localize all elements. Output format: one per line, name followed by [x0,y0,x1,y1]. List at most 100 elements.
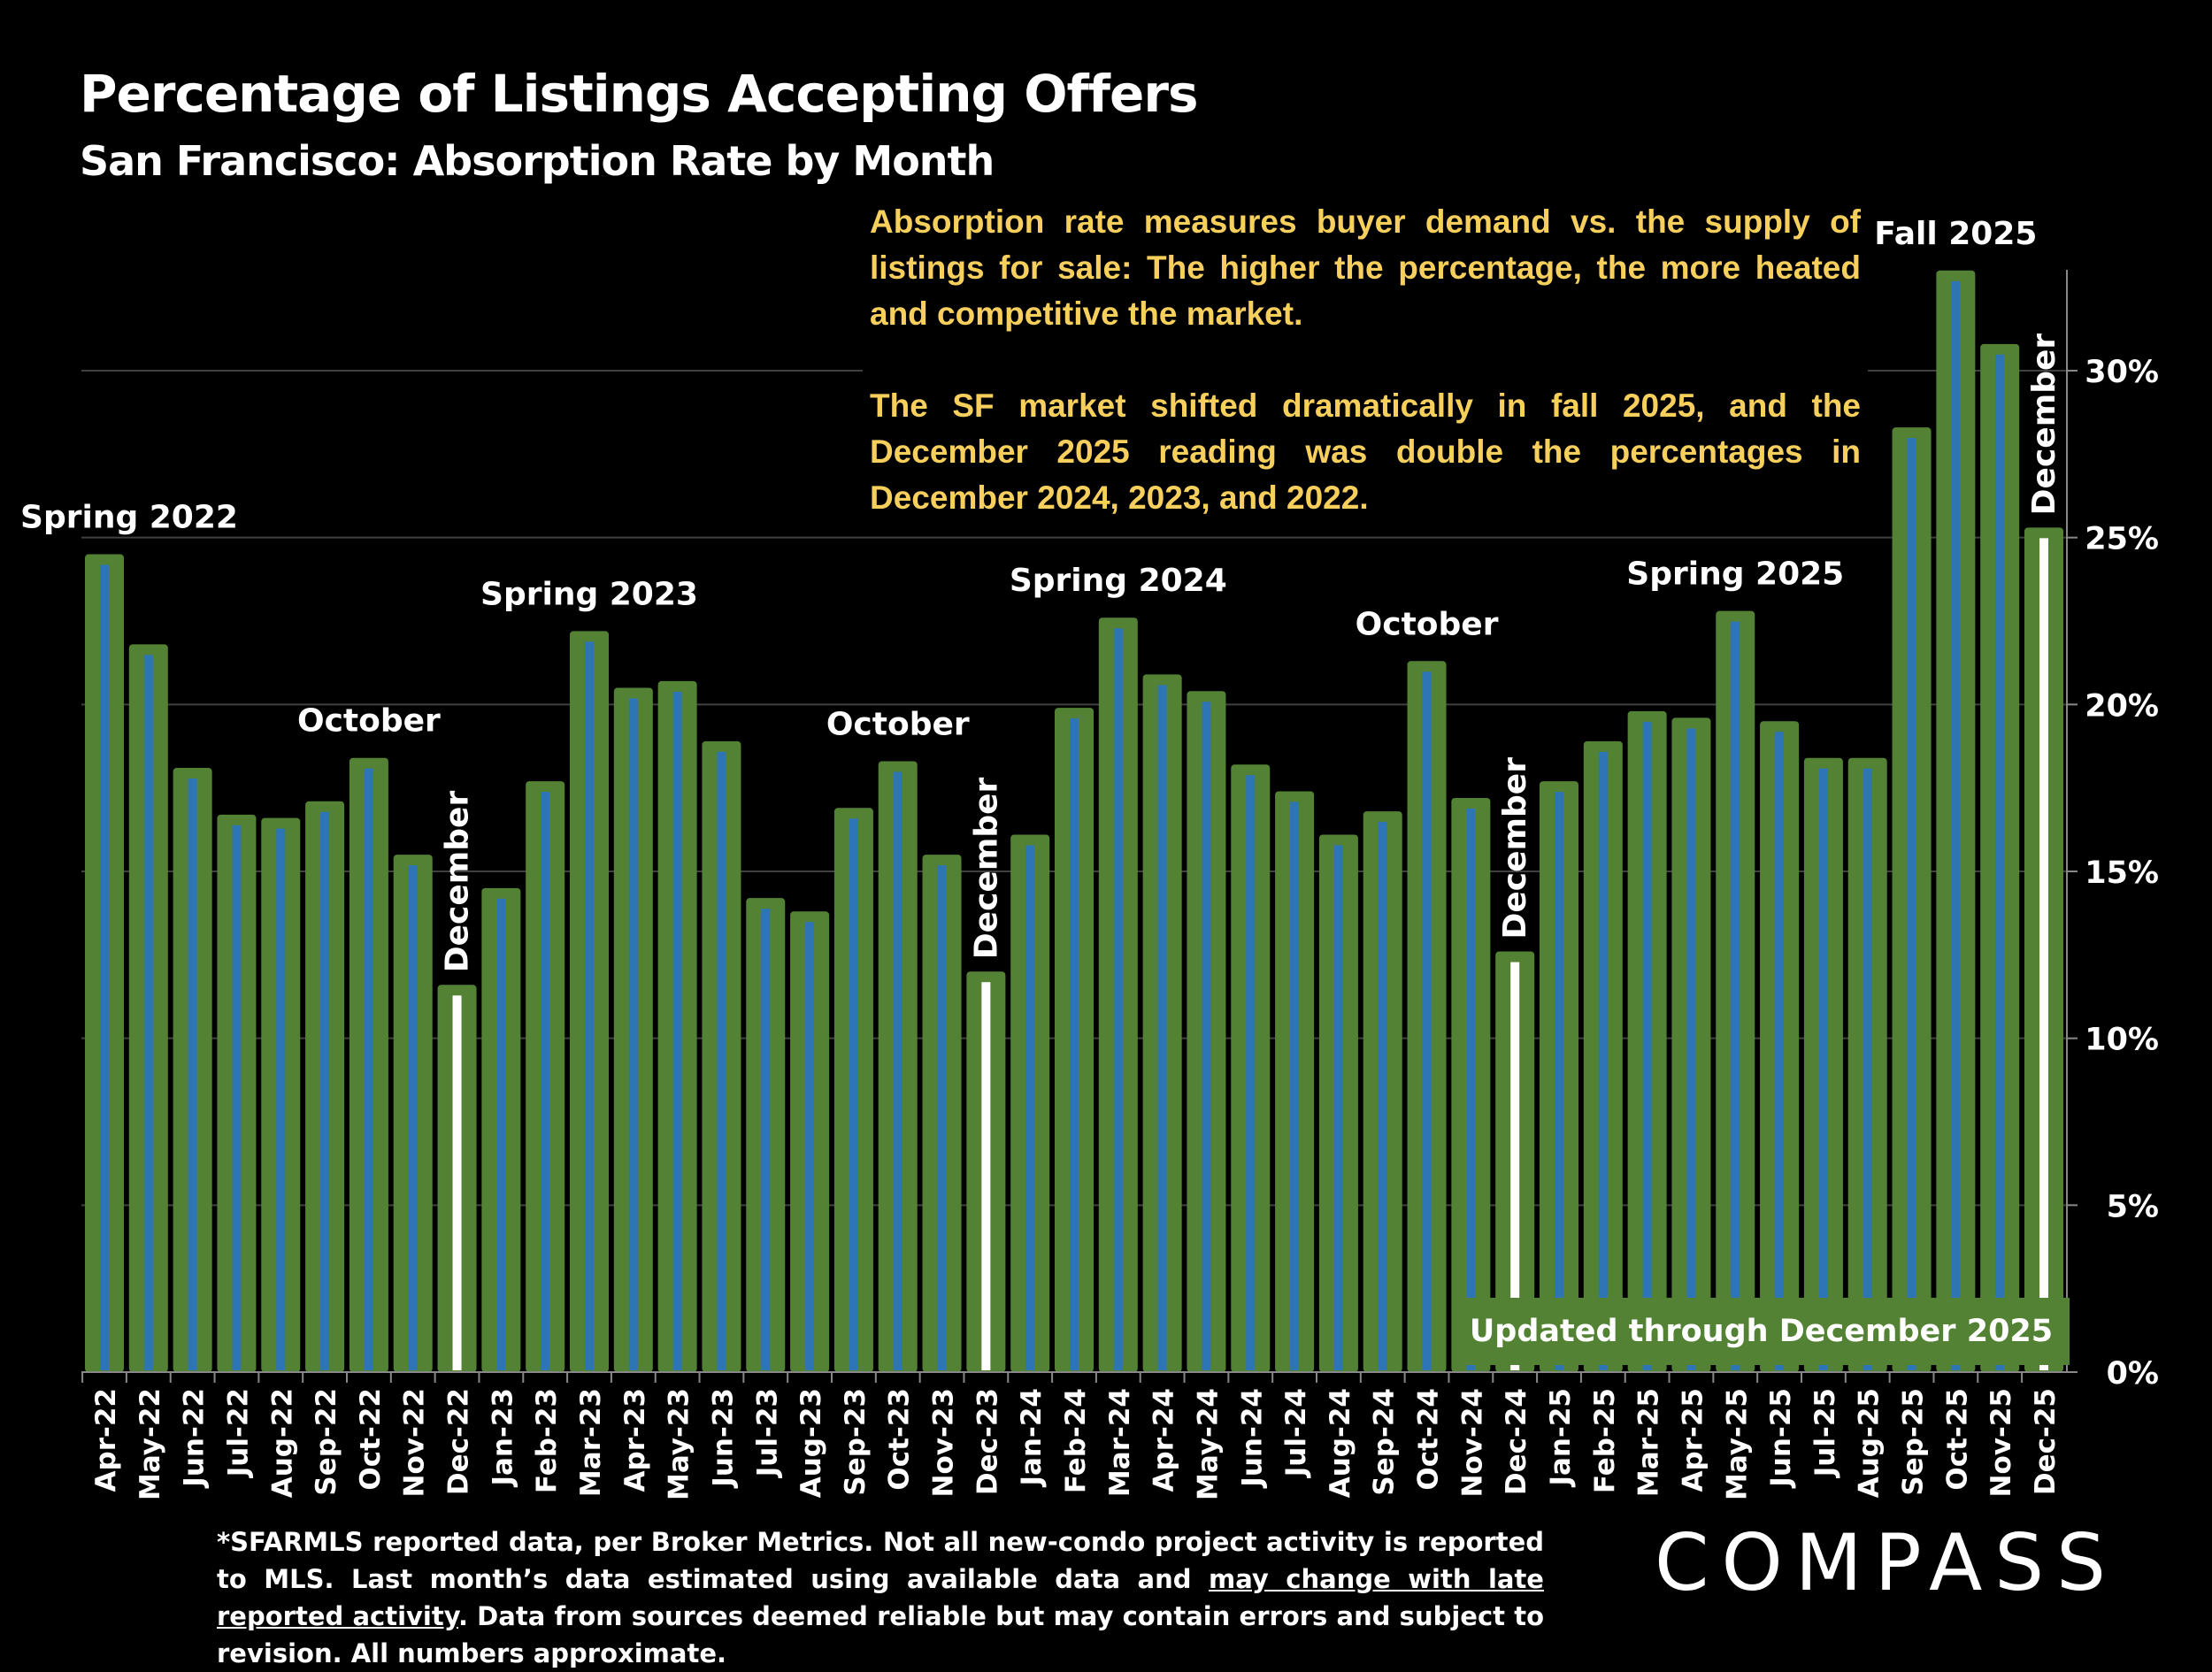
x-tick-label: Apr-24 [1148,1388,1180,1492]
bar-inner-Sep-23 [849,818,858,1370]
y-tick-label: 10% [2085,1023,2159,1058]
x-tick-label: Nov-22 [399,1388,431,1497]
x-tick-label: Sep-24 [1369,1388,1401,1496]
footnote: *SFARMLS reported data, per Broker Metri… [217,1523,1544,1672]
annotation-label: October [297,703,441,740]
x-tick-label: May-23 [664,1388,695,1500]
x-tick-label: May-24 [1192,1388,1224,1500]
bar-inner-Feb-23 [541,792,550,1370]
x-tick-label: Jun-24 [1236,1388,1268,1489]
chart-subtitle: San Francisco: Absorption Rate by Month [80,137,995,185]
annotation-label: December [1497,757,1533,940]
bar-inner-May-25 [1731,621,1740,1370]
x-tick-label: May-22 [134,1388,166,1500]
bar-inner-Dec-22 [452,995,462,1370]
bar-inner-Jun-24 [1246,775,1256,1370]
annotation-label: Spring 2022 [20,500,238,536]
bar-inner-Aug-24 [1333,845,1343,1370]
x-tick-label: Mar-25 [1633,1388,1665,1497]
bar-inner-Nov-25 [1995,354,2005,1370]
bar-inner-Oct-22 [364,768,373,1370]
bar-inner-Aug-23 [805,922,815,1370]
bar-inner-Jan-25 [1555,792,1563,1370]
y-tick-label: 30% [2085,355,2159,390]
x-tick-label: Apr-22 [90,1388,122,1492]
x-tick-label: Oct-25 [1941,1388,1973,1491]
x-tick-label: Jun-23 [707,1388,739,1489]
annotation-label: Spring 2023 [480,576,698,612]
bar-inner-May-24 [1202,702,1211,1370]
annotation-note: Absorption rate measures buyer demand vs… [863,199,1868,521]
annotation-label: Spring 2024 [1010,563,1227,599]
x-tick-label: Jun-22 [179,1388,211,1489]
bar-inner-Nov-23 [937,865,947,1370]
x-tick-label: Jan-24 [1016,1388,1048,1488]
bar-inner-Feb-24 [1070,718,1079,1370]
x-tick-label: Sep-25 [1898,1388,1930,1496]
compass-logo: COMPASS [1655,1517,2118,1608]
bar-inner-Dec-24 [1510,962,1520,1370]
y-tick-label: 5% [2107,1189,2159,1224]
bar-inner-Jun-22 [188,778,197,1370]
footnote-underlined: may change with late reported activity [217,1564,1544,1631]
x-tick-label: Jan-23 [487,1388,518,1488]
x-tick-label: May-25 [1721,1388,1753,1500]
x-tick-label: Jul-24 [1280,1388,1312,1478]
x-tick-label: Nov-23 [928,1388,960,1497]
y-tick-label: 20% [2085,688,2159,724]
bar-inner-Apr-24 [1157,685,1167,1370]
annotation-label: October [1356,606,1499,642]
bar-inner-Apr-25 [1686,728,1696,1370]
x-tick-label: Feb-24 [1060,1388,1092,1493]
bar-inner-Dec-23 [981,982,991,1370]
x-tick-label: Apr-23 [619,1388,651,1492]
bar-inner-Mar-25 [1642,721,1652,1370]
annotation-label: October [826,706,970,742]
annotation-label: December [2026,334,2062,516]
footnote-text-2: . Data from sources deemed reliable but … [217,1601,1544,1668]
bar-inner-Aug-22 [276,828,286,1370]
bar-inner-Jun-25 [1775,732,1785,1370]
bar-inner-Oct-25 [1951,280,1961,1370]
x-tick-label: Jul-25 [1809,1388,1841,1478]
y-tick-label: 0% [2107,1356,2159,1392]
bar-inner-Jan-24 [1025,845,1035,1370]
annotation-label: Spring 2025 [1626,556,1844,593]
x-tick-label: Nov-25 [1985,1388,2017,1497]
bar-inner-May-23 [672,691,682,1370]
bar-inner-Apr-22 [100,564,109,1370]
updated-badge: Updated through December 2025 [1453,1298,2070,1365]
x-tick-label: Aug-23 [795,1388,827,1498]
note-paragraph-2: The SF market shifted dramatically in fa… [870,387,1861,516]
note-paragraph-1: Absorption rate measures buyer demand vs… [870,203,1861,332]
bar-inner-Jul-24 [1290,801,1300,1370]
bar-inner-Jan-23 [496,898,506,1370]
x-tick-label: Dec-25 [2030,1388,2062,1495]
x-tick-label: Oct-22 [355,1388,387,1491]
chart-title: Percentage of Listings Accepting Offers [80,64,1198,124]
x-tick-label: Aug-24 [1325,1388,1356,1498]
bar-inner-Mar-24 [1113,628,1123,1370]
x-tick-label: Sep-22 [311,1388,342,1496]
bar-inner-Jul-22 [232,824,242,1370]
x-tick-label: Nov-24 [1456,1388,1488,1497]
bar-inner-Jun-23 [717,751,726,1370]
y-tick-label: 25% [2085,522,2159,557]
x-tick-label: Oct-23 [884,1388,916,1491]
footnote-text-1: *SFARMLS reported data, per Broker Metri… [217,1527,1544,1594]
annotation-label: December [440,791,476,973]
x-tick-label: Apr-25 [1677,1388,1709,1492]
bar-inner-Sep-25 [1907,438,1916,1370]
annotation-label: December [968,777,1004,959]
bar-inner-Feb-25 [1598,751,1608,1370]
x-tick-label: Sep-23 [840,1388,872,1496]
x-tick-label: Dec-23 [972,1388,1003,1495]
x-tick-label: Jul-23 [751,1388,783,1478]
bar-inner-Dec-25 [2039,538,2048,1370]
bar-inner-Sep-22 [320,811,330,1370]
y-tick-label: 15% [2085,855,2159,891]
bar-inner-Aug-25 [1863,768,1872,1370]
x-tick-label: Jul-22 [222,1388,254,1478]
annotation-label: Fall 2025 [1874,216,2037,252]
